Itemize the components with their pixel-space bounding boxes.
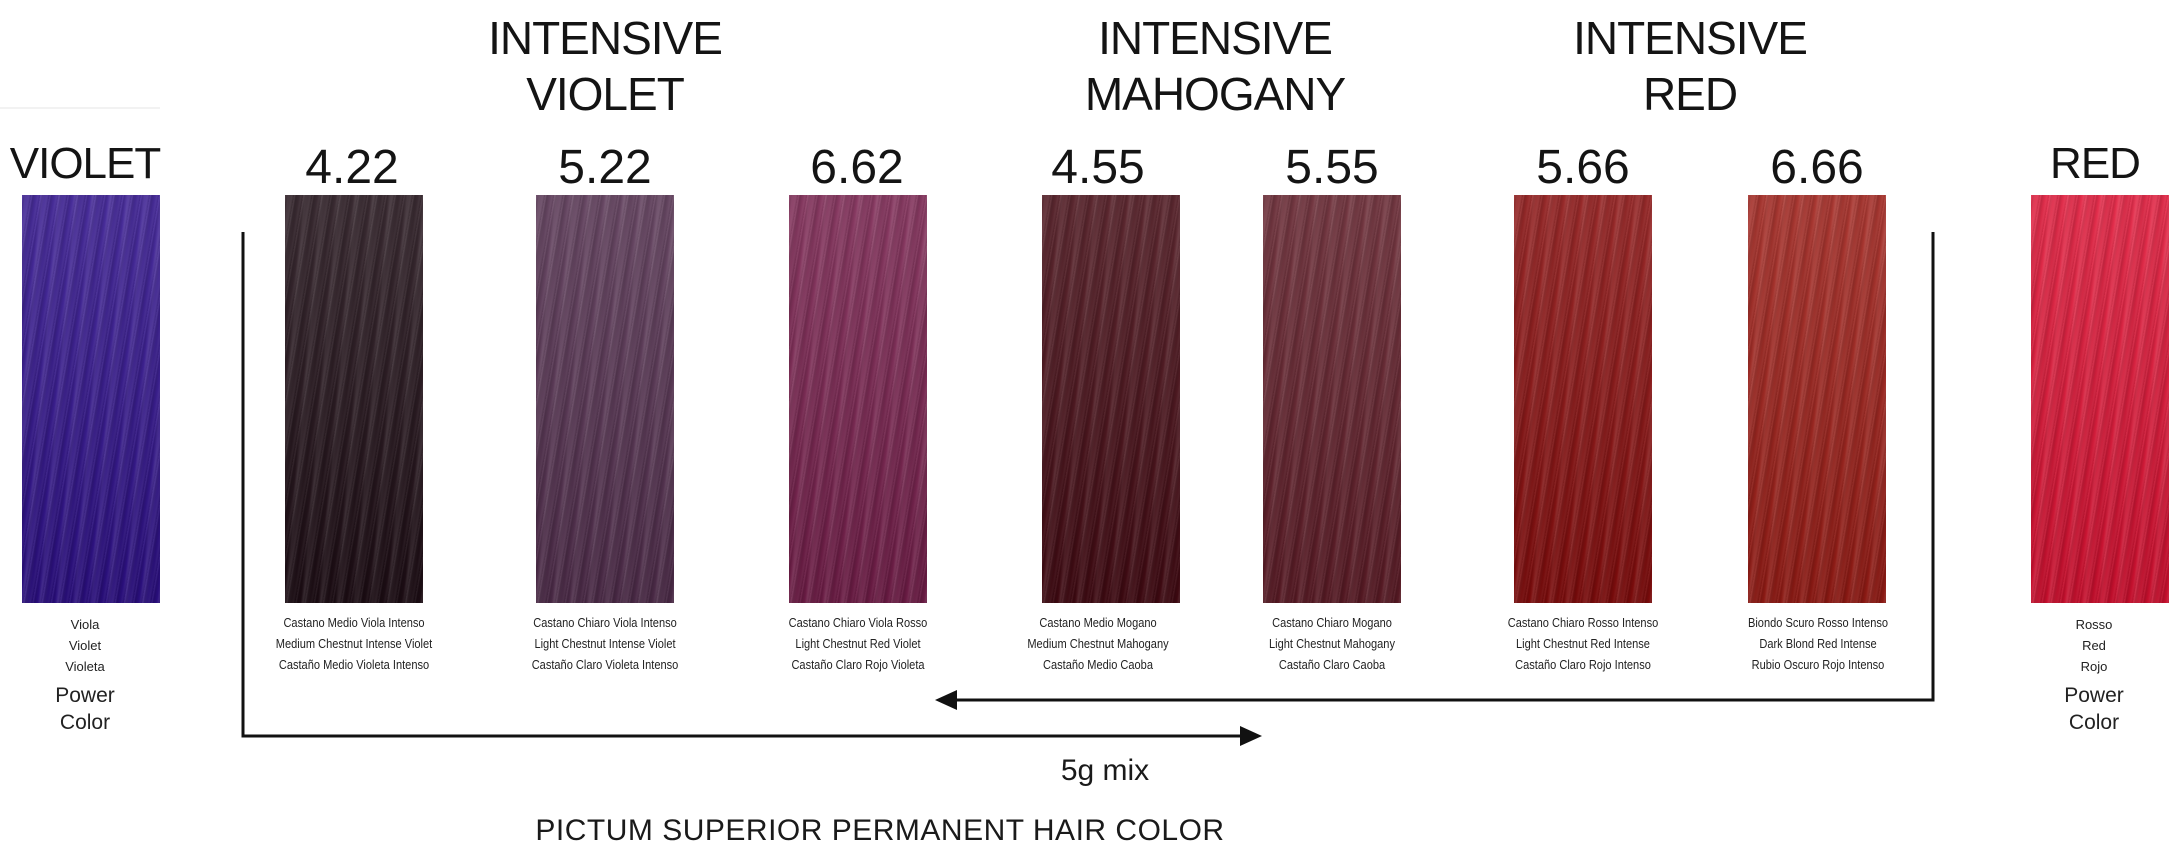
shade-code-4-22: 4.22 — [305, 141, 399, 194]
violet-names: Viola Violet Violeta — [65, 617, 105, 674]
violet-power-color-label: Power Color — [55, 684, 115, 734]
footer-title: PICTUM SUPERIOR PERMANENT HAIR COLOR — [535, 814, 1225, 847]
red-title: RED — [2050, 139, 2141, 188]
shade-names-6-62: Castano Chiaro Viola Rosso Light Chestnut… — [788, 615, 928, 672]
shade-swatch-5-66 — [1514, 195, 1652, 603]
shade-code-5-55: 5.55 — [1285, 141, 1379, 194]
shade-code-6-66: 6.66 — [1770, 141, 1864, 194]
shade-code-5-22: 5.22 — [558, 141, 652, 194]
violet-mix-arrow — [241, 232, 1245, 738]
group-title-intensive-violet: INTENSIVE VIOLET — [488, 12, 723, 120]
violet-mix-arrowhead-icon — [1240, 726, 1262, 746]
shade-swatch-6-66 — [1748, 195, 1886, 603]
mix-label: 5g mix — [1060, 754, 1150, 787]
shade-names-5-55: Castano Chiaro Mogano Light Chestnut Maho… — [1269, 615, 1395, 672]
shade-names-4-22: Castano Medio Viola Intenso Medium Chestn… — [275, 615, 433, 672]
shade-names-5-22: Castano Chiaro Viola Intenso Light Chestn… — [531, 615, 679, 672]
shade-names-5-66: Castano Chiaro Rosso Intenso Light Chestn… — [1507, 615, 1659, 672]
shade-names-4-55: Castano Medio Mogano Medium Chestnut Maho… — [1027, 615, 1169, 672]
red-mix-arrowhead-icon — [935, 690, 957, 710]
group-title-intensive-red: INTENSIVE RED — [1573, 12, 1808, 120]
shade-code-6-62: 6.62 — [810, 141, 904, 194]
shade-code-4-55: 4.55 — [1051, 141, 1145, 194]
red-swatch — [2031, 195, 2169, 603]
shade-swatch-4-55 — [1042, 195, 1180, 603]
violet-title: VIOLET — [9, 139, 162, 188]
red-mix-arrow — [952, 232, 1935, 702]
violet-swatch — [22, 195, 160, 603]
red-power-color-label: Power Color — [2064, 684, 2124, 734]
top-left-rule — [0, 107, 160, 109]
shade-names-6-66: Biondo Scuro Rosso Intenso Dark Blond Red… — [1747, 615, 1889, 672]
shade-swatch-5-55 — [1263, 195, 1401, 603]
shade-swatch-5-22 — [536, 195, 674, 603]
group-title-intensive-mahogany: INTENSIVE MAHOGANY — [1084, 12, 1346, 120]
red-names: Rosso Red Rojo — [2075, 617, 2113, 674]
shade-code-5-66: 5.66 — [1536, 141, 1630, 194]
shade-swatch-4-22 — [285, 195, 423, 603]
shade-swatch-6-62 — [789, 195, 927, 603]
